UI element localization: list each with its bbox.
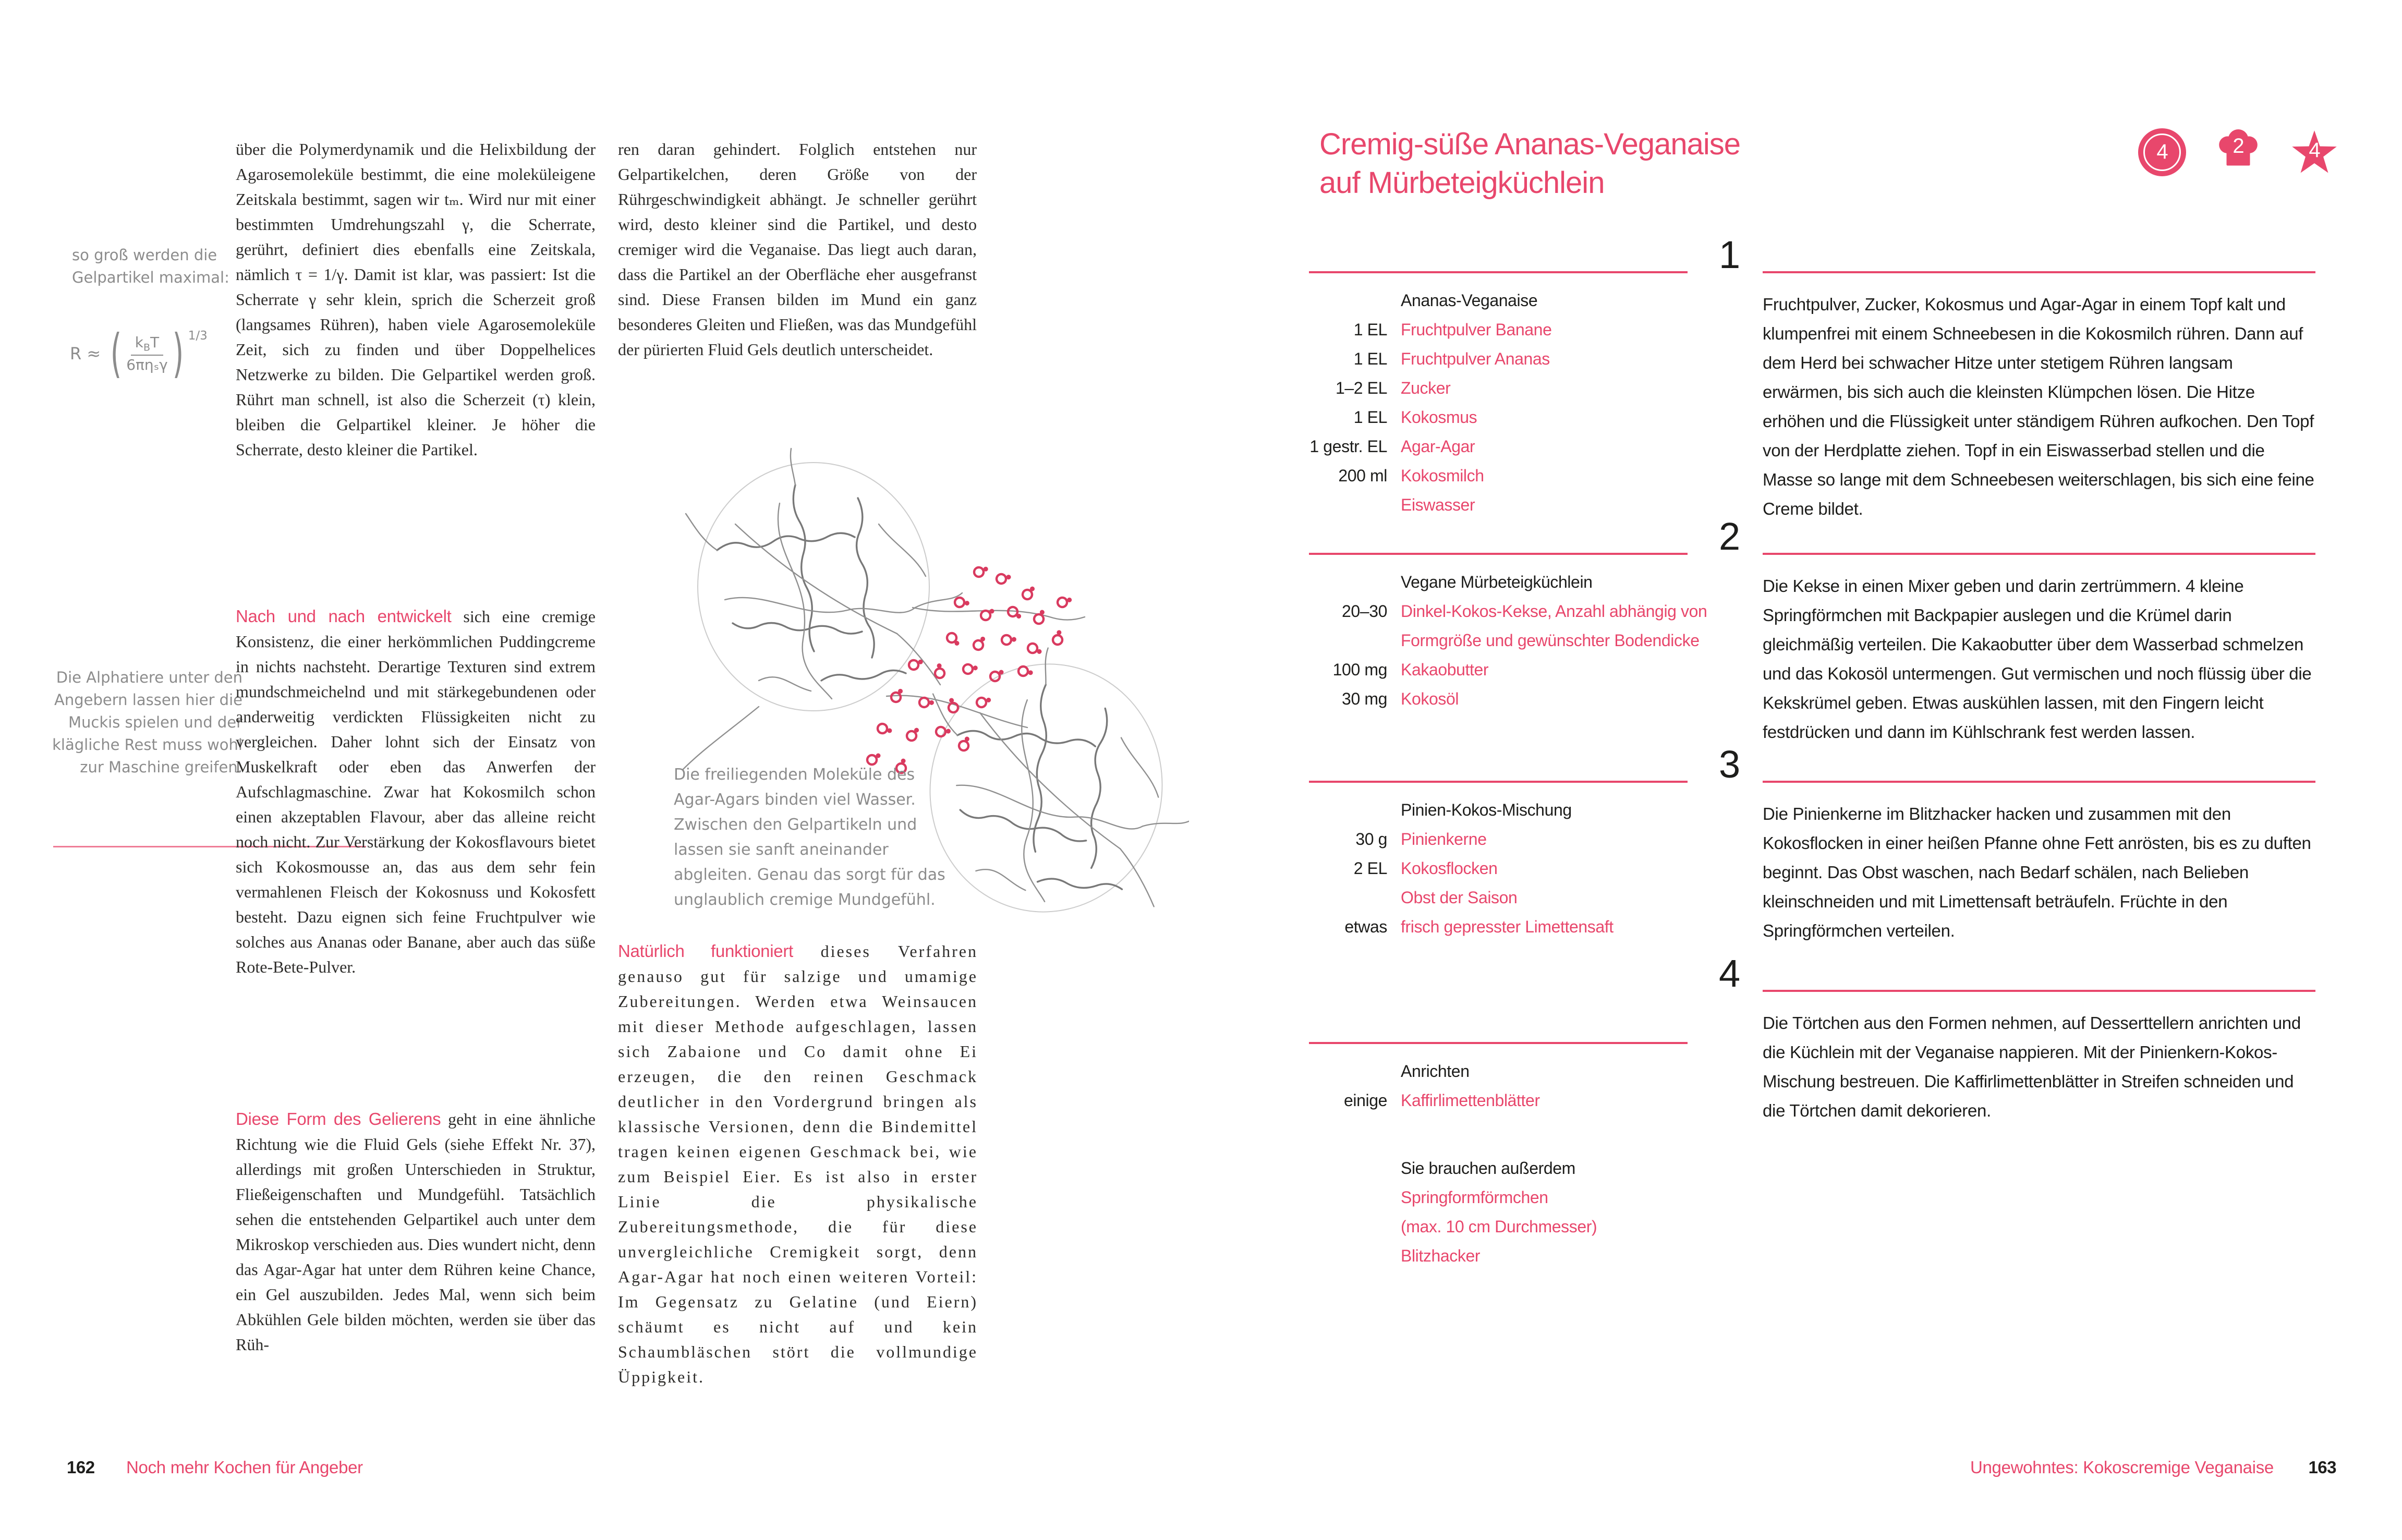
ingredient-group-header: Ananas-Veganaise [1401,291,1538,310]
ingredient-row: 1 gestr. EL Agar-Agar [1309,437,1475,456]
step-2-text: Die Kekse in einen Mixer geben und darin… [1763,576,2312,742]
step-number-4: 4 [1719,952,1740,995]
margin-note-underline [53,846,366,847]
difficulty-value: 2 [2233,135,2244,157]
left-page-number: 162 [67,1458,95,1477]
ingredient-row: 1 EL Kokosmus [1353,408,1477,427]
gel-particle-diagram [682,447,1189,937]
lead-in-diese-form: Diese Form des Gelierens [236,1109,441,1129]
step-4-text: Die Törtchen aus den Formen nehmen, auf … [1763,1013,2301,1120]
left-column2-paragraph2: Natürlich funktioniert dieses Verfahren … [618,939,978,1389]
extras-block: Sie brauchen außerdem Springformförmchen… [1309,1154,1721,1270]
ingredient-group-header: Pinien-Kokos-Mischung [1401,801,1572,819]
formula-lhs: R ≈ [70,344,101,363]
recipe-badges: 4 2 4 [2138,128,2338,176]
step-rule-1 [1763,271,2315,273]
right-chapter-label: Ungewohntes: Kokoscremige Veganaise [1970,1458,2274,1477]
step-number-3: 3 [1719,743,1740,786]
ingredient-group-pinien-kokos: Pinien-Kokos-Mischung 30 g Pinienkerne 2 … [1309,795,1721,941]
ingredient-group-header: Vegane Mürbeteigküchlein [1401,573,1593,591]
paragraph2-text: sich eine cremige Konsistenz, die einer … [236,607,596,976]
formula-close-paren: ) [172,323,184,384]
margin-note-alphatiere: Die Alphatiere unter den Angebern lassen… [52,669,242,776]
gel-radius-formula: R ≈ ( kBT 6πηₛγ ) 1/3 [70,328,208,380]
left-column1-paragraph2: Nach und nach entwickelt sich eine cremi… [236,604,596,979]
margin-note-gel-size: so groß werden die Gelpartikel maximal: [72,246,229,286]
ingredient-group-anrichten: Anrichten einige Kaffirlimettenblätter [1309,1057,1721,1115]
formula-numerator: kBT [130,333,164,356]
star-icon: 4 [2290,128,2338,176]
ingredient-row: 1 EL Fruchtpulver Banane [1353,320,1552,339]
formula-open-paren: ( [110,323,122,384]
paragraph3-text: geht in eine ähnliche Richtung wie die F… [236,1110,596,1354]
ingredient-row: 100 mg Kakaobutter [1332,660,1489,679]
step-rule-2 [1763,553,2315,555]
paragraph4-text: dieses Verfahren genauso gut für salzige… [618,942,978,1386]
star-value: 4 [2309,139,2320,162]
left-chapter-label: Noch mehr Kochen für Angeber [126,1458,363,1477]
formula-fraction: kBT 6πηₛγ [126,333,167,373]
step-1-text: Fruchtpulver, Zucker, Kokosmus und Agar-… [1763,295,2314,518]
extras-header: Sie brauchen außerdem [1401,1159,1575,1178]
ingredient-row: 1–2 EL Zucker [1335,379,1451,397]
extras-item: Springformförmchen [1401,1188,1548,1207]
recipe-title-line2: auf Mürbeteigküchlein [1319,166,1605,200]
right-page-number: 163 [2308,1458,2336,1477]
ingredient-row: 200 ml Kokosmilch [1338,466,1484,485]
lead-in-nach-und-nach: Nach und nach entwickelt [236,607,452,626]
servings-value: 4 [2156,140,2168,163]
recipe-title-line1: Cremig-süße Ananas-Veganaise [1319,127,1741,161]
formula-exponent: 1/3 [188,329,208,343]
formula-denominator: 6πηₛγ [126,356,168,373]
right-footer: Ungewohntes: Kokoscremige Veganaise 163 [1763,1458,2337,1477]
servings-plate-icon: 4 [2138,128,2186,176]
extras-item: (max. 10 cm Durchmesser) [1401,1217,1597,1236]
ingredient-rule-1 [1309,271,1688,273]
left-column2-paragraph1: ren daran gehindert. Folglich entstehen … [618,140,977,359]
ingredient-group-ananas-veganaise: Ananas-Veganaise 1 EL Fruchtpulver Banane… [1309,286,1721,519]
left-column1-paragraph1: über die Polymerdynamik und die Helixbil… [236,140,596,459]
ingredient-rule-4 [1309,1042,1688,1044]
ingredient-row: Eiswasser [1401,495,1475,514]
ingredient-group-muerbeteigkuechlein: Vegane Mürbeteigküchlein 20–30 Dinkel-Kok… [1309,567,1721,713]
water-molecules [867,565,1072,775]
ingredient-row: 20–30 Dinkel-Kokos-Kekse, Anzahl abhängig… [1342,602,1707,650]
ingredient-row: 30 mg Kokosöl [1342,689,1459,708]
ingredient-row: einige Kaffirlimettenblätter [1343,1091,1540,1110]
ingredient-row: 2 EL Kokosflocken [1353,859,1498,878]
step-rule-3 [1763,781,2315,783]
step-rule-4 [1763,990,2315,992]
ingredient-row: Obst der Saison [1401,888,1518,907]
diagram-caption: Die freiliegenden Moleküle des Agar-Agar… [674,766,945,909]
chef-hat-icon: 2 [2214,128,2262,176]
left-column1-paragraph3: Diese Form des Gelierens geht in eine äh… [236,1107,596,1357]
ingredient-row: etwas frisch gepresster Limettensaft [1344,917,1614,936]
ingredient-group-header: Anrichten [1401,1062,1470,1081]
ingredient-rule-2 [1309,553,1688,555]
step-number-1: 1 [1719,233,1740,276]
lead-in-natuerlich: Natürlich funktioniert [618,941,793,961]
ingredient-row: 30 g Pinienkerne [1355,830,1487,848]
step-3-text: Die Pinienkerne im Blitzhacker hacken un… [1763,804,2311,940]
ingredient-rule-3 [1309,781,1688,783]
ingredient-row: 1 EL Fruchtpulver Ananas [1353,349,1550,368]
step-number-2: 2 [1719,515,1740,558]
recipe-title: Cremig-süße Ananas-Veganaise auf Mürbete… [1319,125,2102,202]
extras-item: Blitzhacker [1401,1246,1481,1265]
